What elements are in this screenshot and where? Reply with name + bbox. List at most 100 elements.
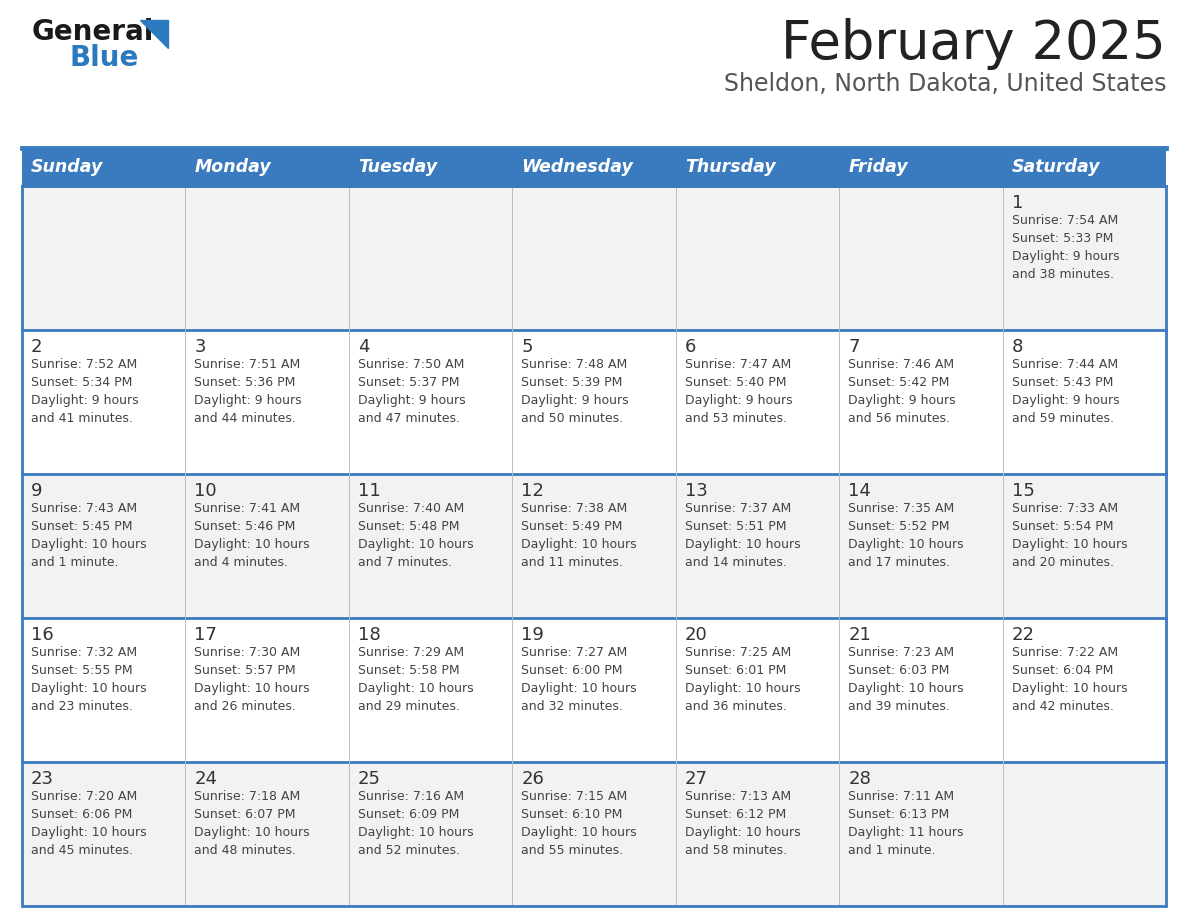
Text: Sunrise: 7:47 AM: Sunrise: 7:47 AM — [684, 358, 791, 371]
Text: Sunset: 5:34 PM: Sunset: 5:34 PM — [31, 376, 132, 389]
Text: Sunrise: 7:40 AM: Sunrise: 7:40 AM — [358, 502, 465, 515]
Text: Sunset: 6:09 PM: Sunset: 6:09 PM — [358, 808, 460, 821]
Text: Daylight: 9 hours: Daylight: 9 hours — [31, 394, 139, 407]
Text: Sunset: 5:49 PM: Sunset: 5:49 PM — [522, 520, 623, 533]
Text: Monday: Monday — [195, 158, 271, 176]
Text: 10: 10 — [195, 482, 217, 500]
Text: Daylight: 10 hours: Daylight: 10 hours — [522, 826, 637, 839]
Text: Sunset: 6:13 PM: Sunset: 6:13 PM — [848, 808, 949, 821]
Text: and 48 minutes.: and 48 minutes. — [195, 844, 297, 857]
Text: Sunset: 6:12 PM: Sunset: 6:12 PM — [684, 808, 786, 821]
Text: Sunset: 6:10 PM: Sunset: 6:10 PM — [522, 808, 623, 821]
Text: and 1 minute.: and 1 minute. — [848, 844, 936, 857]
Text: and 59 minutes.: and 59 minutes. — [1011, 412, 1113, 425]
Text: 20: 20 — [684, 626, 708, 644]
Bar — [23, 762, 1165, 906]
Text: Sunrise: 7:13 AM: Sunrise: 7:13 AM — [684, 790, 791, 803]
Text: Sunrise: 7:52 AM: Sunrise: 7:52 AM — [31, 358, 138, 371]
Bar — [23, 148, 1165, 186]
Text: Sunset: 6:00 PM: Sunset: 6:00 PM — [522, 664, 623, 677]
Text: 15: 15 — [1011, 482, 1035, 500]
Text: 7: 7 — [848, 338, 860, 356]
Text: Daylight: 10 hours: Daylight: 10 hours — [31, 538, 146, 551]
Text: Daylight: 10 hours: Daylight: 10 hours — [358, 538, 474, 551]
Text: and 39 minutes.: and 39 minutes. — [848, 700, 950, 713]
Text: and 4 minutes.: and 4 minutes. — [195, 556, 289, 569]
Text: and 32 minutes.: and 32 minutes. — [522, 700, 624, 713]
Text: Sunset: 6:06 PM: Sunset: 6:06 PM — [31, 808, 132, 821]
Text: Daylight: 11 hours: Daylight: 11 hours — [848, 826, 963, 839]
Text: Sunrise: 7:41 AM: Sunrise: 7:41 AM — [195, 502, 301, 515]
Text: and 36 minutes.: and 36 minutes. — [684, 700, 786, 713]
Text: Daylight: 9 hours: Daylight: 9 hours — [358, 394, 466, 407]
Text: Sunset: 5:45 PM: Sunset: 5:45 PM — [31, 520, 133, 533]
Text: Sunset: 5:48 PM: Sunset: 5:48 PM — [358, 520, 460, 533]
Bar — [23, 186, 1165, 330]
Text: Daylight: 10 hours: Daylight: 10 hours — [31, 826, 146, 839]
Text: 3: 3 — [195, 338, 206, 356]
Text: 14: 14 — [848, 482, 871, 500]
Text: 28: 28 — [848, 770, 871, 788]
Text: Sunrise: 7:38 AM: Sunrise: 7:38 AM — [522, 502, 627, 515]
Text: Friday: Friday — [848, 158, 908, 176]
Text: and 58 minutes.: and 58 minutes. — [684, 844, 786, 857]
Text: Daylight: 10 hours: Daylight: 10 hours — [522, 538, 637, 551]
Polygon shape — [140, 20, 168, 48]
Text: Sunset: 5:37 PM: Sunset: 5:37 PM — [358, 376, 460, 389]
Text: 5: 5 — [522, 338, 532, 356]
Text: and 44 minutes.: and 44 minutes. — [195, 412, 296, 425]
Text: 26: 26 — [522, 770, 544, 788]
Text: Wednesday: Wednesday — [522, 158, 633, 176]
Text: Daylight: 9 hours: Daylight: 9 hours — [522, 394, 628, 407]
Text: 18: 18 — [358, 626, 380, 644]
Text: and 26 minutes.: and 26 minutes. — [195, 700, 296, 713]
Text: Sunrise: 7:37 AM: Sunrise: 7:37 AM — [684, 502, 791, 515]
Text: and 7 minutes.: and 7 minutes. — [358, 556, 451, 569]
Text: Sunrise: 7:51 AM: Sunrise: 7:51 AM — [195, 358, 301, 371]
Text: 27: 27 — [684, 770, 708, 788]
Text: Sunrise: 7:25 AM: Sunrise: 7:25 AM — [684, 646, 791, 659]
Bar — [23, 330, 1165, 474]
Text: Sunrise: 7:50 AM: Sunrise: 7:50 AM — [358, 358, 465, 371]
Text: Sunrise: 7:22 AM: Sunrise: 7:22 AM — [1011, 646, 1118, 659]
Text: 25: 25 — [358, 770, 381, 788]
Text: and 1 minute.: and 1 minute. — [31, 556, 119, 569]
Text: Sunrise: 7:43 AM: Sunrise: 7:43 AM — [31, 502, 137, 515]
Text: Sunrise: 7:48 AM: Sunrise: 7:48 AM — [522, 358, 627, 371]
Text: Sunrise: 7:29 AM: Sunrise: 7:29 AM — [358, 646, 465, 659]
Text: Sunday: Sunday — [31, 158, 103, 176]
Text: Blue: Blue — [70, 44, 139, 72]
Text: and 56 minutes.: and 56 minutes. — [848, 412, 950, 425]
Text: Sunset: 5:54 PM: Sunset: 5:54 PM — [1011, 520, 1113, 533]
Text: Sunrise: 7:16 AM: Sunrise: 7:16 AM — [358, 790, 465, 803]
Text: and 38 minutes.: and 38 minutes. — [1011, 268, 1113, 281]
Text: and 53 minutes.: and 53 minutes. — [684, 412, 786, 425]
Text: Sunrise: 7:44 AM: Sunrise: 7:44 AM — [1011, 358, 1118, 371]
Text: Sunrise: 7:11 AM: Sunrise: 7:11 AM — [848, 790, 954, 803]
Text: Sunrise: 7:32 AM: Sunrise: 7:32 AM — [31, 646, 137, 659]
Text: General: General — [32, 18, 154, 46]
Text: Tuesday: Tuesday — [358, 158, 437, 176]
Text: 21: 21 — [848, 626, 871, 644]
Text: and 20 minutes.: and 20 minutes. — [1011, 556, 1113, 569]
Text: Sunset: 5:52 PM: Sunset: 5:52 PM — [848, 520, 949, 533]
Text: Daylight: 10 hours: Daylight: 10 hours — [848, 538, 963, 551]
Bar — [23, 618, 1165, 762]
Text: Daylight: 10 hours: Daylight: 10 hours — [358, 682, 474, 695]
Text: Daylight: 10 hours: Daylight: 10 hours — [848, 682, 963, 695]
Text: 13: 13 — [684, 482, 708, 500]
Text: Sunset: 5:58 PM: Sunset: 5:58 PM — [358, 664, 460, 677]
Text: 23: 23 — [31, 770, 53, 788]
Text: and 45 minutes.: and 45 minutes. — [31, 844, 133, 857]
Text: Sunrise: 7:35 AM: Sunrise: 7:35 AM — [848, 502, 954, 515]
Text: and 55 minutes.: and 55 minutes. — [522, 844, 624, 857]
Text: Sunrise: 7:54 AM: Sunrise: 7:54 AM — [1011, 214, 1118, 227]
Text: Daylight: 10 hours: Daylight: 10 hours — [1011, 682, 1127, 695]
Text: Sunset: 5:51 PM: Sunset: 5:51 PM — [684, 520, 786, 533]
Text: Sunset: 5:57 PM: Sunset: 5:57 PM — [195, 664, 296, 677]
Text: Daylight: 10 hours: Daylight: 10 hours — [684, 538, 801, 551]
Bar — [23, 186, 1165, 906]
Text: and 29 minutes.: and 29 minutes. — [358, 700, 460, 713]
Text: and 42 minutes.: and 42 minutes. — [1011, 700, 1113, 713]
Bar — [23, 474, 1165, 618]
